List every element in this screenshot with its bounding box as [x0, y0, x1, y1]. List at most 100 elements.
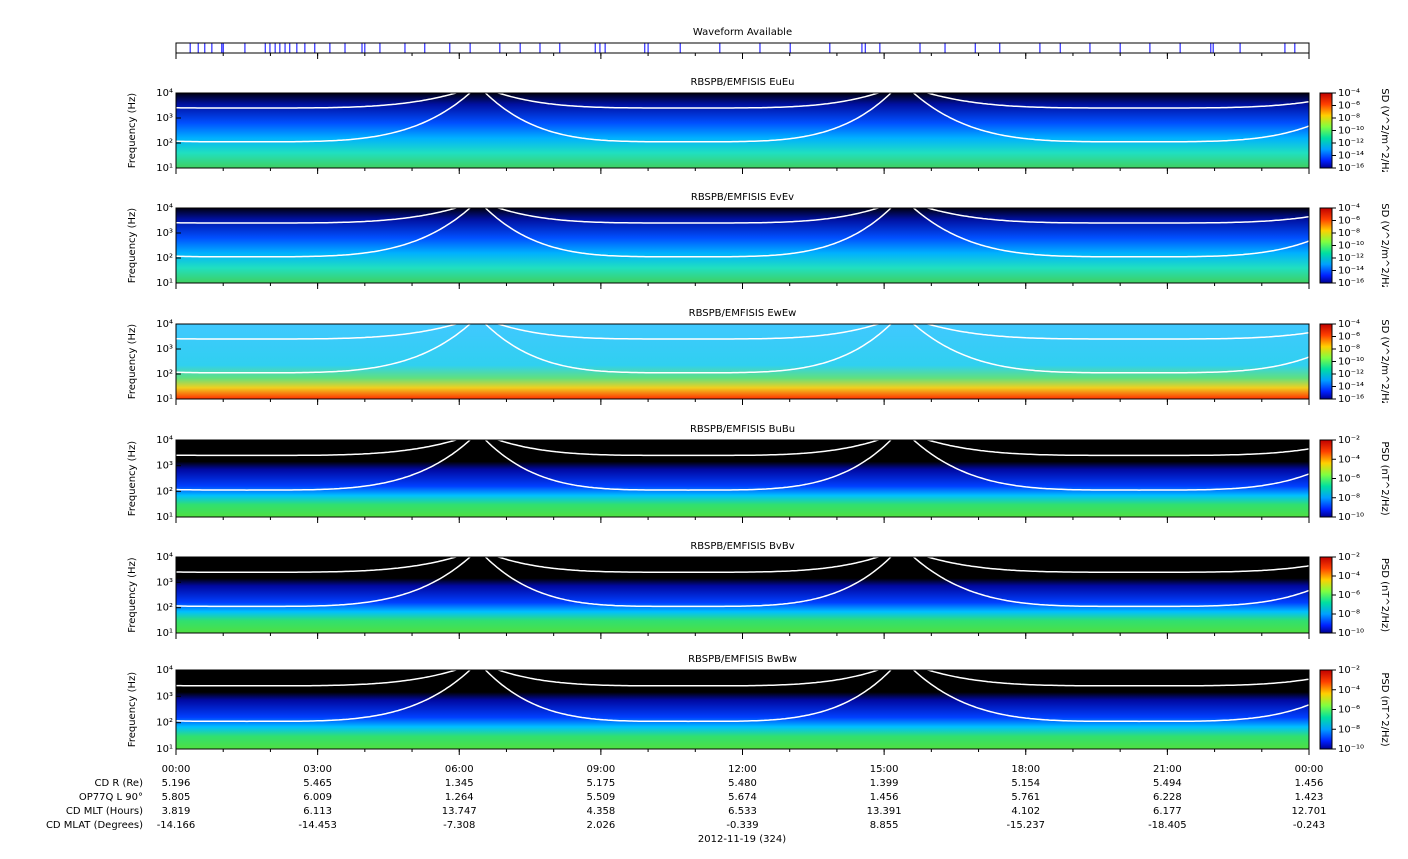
- curve: [495, 208, 881, 224]
- curve: [912, 93, 1309, 143]
- curve: [484, 324, 892, 374]
- spectrogram: [176, 93, 1309, 168]
- ephemeris-value: 1.423: [1295, 792, 1324, 803]
- frame: [175, 42, 1310, 54]
- ephemeris-value: 5.175: [587, 778, 616, 789]
- ephemeris-value: 5.674: [728, 792, 757, 803]
- colorbar-tick-label: 10⁻⁶: [1338, 705, 1360, 716]
- colorbar-tick-label: 10⁻⁴: [1338, 685, 1360, 696]
- ephemeris-value: 6.228: [1153, 792, 1182, 803]
- x-tick-label: 06:00: [445, 764, 474, 775]
- ephemeris-value: 1.399: [870, 778, 899, 789]
- colorbar-tick-label: 10⁻¹⁰: [1338, 126, 1364, 137]
- ephemeris-value: 1.456: [1295, 778, 1324, 789]
- y-axis-label: Frequency (Hz): [127, 208, 138, 284]
- colorbar-tick-label: 10⁻¹⁰: [1338, 628, 1364, 639]
- ephemeris-label: CD MLT (Hours): [66, 806, 143, 817]
- curve: [176, 324, 472, 374]
- panel-title: RBSPB/EMFISIS EwEw: [689, 308, 797, 319]
- curve: [496, 670, 881, 687]
- spectrogram: [176, 670, 1309, 749]
- colorbar-tick-label: 10⁻¹⁰: [1338, 512, 1364, 523]
- curve: [484, 557, 892, 608]
- ephemeris-value: 5.494: [1153, 778, 1182, 789]
- curve: [484, 208, 892, 258]
- colorbar: [1319, 556, 1333, 634]
- curve: [176, 324, 459, 340]
- colorbar-tick-label: 10⁻⁴: [1338, 88, 1360, 99]
- ephemeris-value: 6.113: [303, 806, 332, 817]
- colorbar-tick-label: 10⁻¹⁴: [1338, 382, 1364, 393]
- colorbar-tick-label: 10⁻²: [1338, 552, 1360, 563]
- colorbar: [1319, 207, 1333, 284]
- spectrogram: [176, 208, 1309, 283]
- y-axis-label: Frequency (Hz): [127, 441, 138, 517]
- ephemeris-value: 6.009: [303, 792, 332, 803]
- y-tick-label: 10²: [156, 369, 173, 380]
- curve: [176, 670, 472, 723]
- colorbar-tick-label: 10⁻¹⁰: [1338, 241, 1364, 252]
- y-tick-label: 10¹: [156, 394, 173, 405]
- colorbar-label: PSD (nT^2/Hz): [1379, 441, 1390, 515]
- y-tick-label: 10²: [156, 718, 173, 729]
- y-tick-label: 10⁴: [156, 88, 173, 99]
- ephemeris-value: 2.026: [587, 820, 616, 831]
- x-tick-label: 00:00: [162, 764, 191, 775]
- colorbar-tick-label: 10⁻⁸: [1338, 113, 1360, 124]
- colorbar-tick-label: 10⁻¹²: [1338, 253, 1364, 264]
- ephemeris-value: 6.533: [728, 806, 757, 817]
- ephemeris-value: 6.177: [1153, 806, 1182, 817]
- curve: [925, 324, 1309, 340]
- curves: [176, 670, 1309, 723]
- curve: [495, 557, 881, 573]
- colorbar-tick-label: 10⁻⁶: [1338, 474, 1360, 485]
- curve: [912, 440, 1309, 491]
- ephemeris-value: 5.805: [162, 792, 191, 803]
- ephemeris-value: -0.243: [1293, 820, 1325, 831]
- colorbar-tick-label: 10⁻⁶: [1338, 332, 1360, 343]
- ephemeris-value: 4.358: [587, 806, 616, 817]
- ephemeris-value: -14.453: [298, 820, 337, 831]
- colorbar-tick-label: 10⁻⁸: [1338, 724, 1360, 735]
- y-tick-label: 10²: [156, 138, 173, 149]
- ephemeris-value: 13.747: [442, 806, 477, 817]
- colorbar-tick-label: 10⁻⁶: [1338, 101, 1360, 112]
- curve: [484, 670, 892, 723]
- colorbar-label-group: PSD (V^2/m^2/Hz): [1379, 82, 1390, 179]
- ephemeris-value: 5.465: [303, 778, 332, 789]
- ephemeris-value: -14.166: [157, 820, 196, 831]
- curve: [176, 557, 459, 573]
- curve: [925, 670, 1309, 687]
- curve: [176, 440, 472, 491]
- curve: [912, 557, 1309, 608]
- x-tick-label: 21:00: [1153, 764, 1182, 775]
- colorbar-tick-label: 10⁻⁶: [1338, 216, 1360, 227]
- colorbar-label: PSD (V^2/m^2/Hz): [1379, 82, 1390, 179]
- colorbar: [1319, 439, 1333, 518]
- curve: [912, 208, 1309, 258]
- colorbar-tick-label: 10⁻⁴: [1338, 203, 1360, 214]
- x-tick-label: 09:00: [586, 764, 615, 775]
- y-tick-label: 10²: [156, 603, 173, 614]
- y-tick-label: 10⁴: [156, 203, 173, 214]
- y-tick-label: 10⁴: [156, 319, 173, 330]
- y-tick-label: 10³: [156, 691, 173, 702]
- curve: [176, 208, 459, 224]
- colorbar-tick-label: 10⁻²: [1338, 435, 1360, 446]
- ephemeris-value: -0.339: [726, 820, 758, 831]
- x-tick-label: 00:00: [1295, 764, 1324, 775]
- colorbar-tick-label: 10⁻¹⁶: [1338, 278, 1364, 289]
- colorbar-label-group: PSD (V^2/m^2/Hz): [1379, 320, 1390, 403]
- colorbar-tick-label: 10⁻⁴: [1338, 571, 1360, 582]
- y-tick-label: 10²: [156, 253, 173, 264]
- ephemeris-label: OP77Q L 90°: [79, 792, 143, 803]
- colorbar-label-group: PSD (nT^2/Hz): [1379, 441, 1390, 515]
- spectrogram: [176, 440, 1309, 517]
- curve: [495, 324, 881, 340]
- x-tick-label: 18:00: [1011, 764, 1040, 775]
- colorbar-tick-label: 10⁻⁴: [1338, 319, 1360, 330]
- ephemeris-value: 5.761: [1011, 792, 1040, 803]
- x-tick-label: 12:00: [728, 764, 757, 775]
- colorbar-tick-label: 10⁻¹⁴: [1338, 266, 1364, 277]
